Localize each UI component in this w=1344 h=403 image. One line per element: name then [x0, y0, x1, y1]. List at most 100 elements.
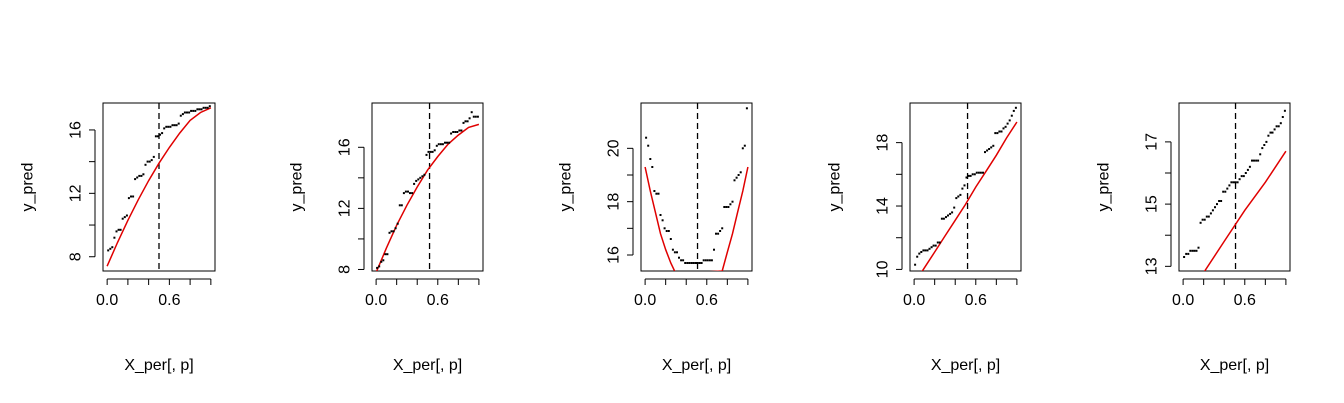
data-point: [733, 179, 736, 182]
data-point: [1267, 134, 1270, 137]
data-point: [967, 174, 970, 177]
x-tick-label: 0.6: [427, 292, 449, 309]
data-point: [1246, 168, 1249, 171]
data-point: [1259, 153, 1262, 156]
data-point: [186, 111, 188, 114]
data-point: [961, 187, 964, 190]
data-point: [107, 249, 110, 252]
data-point: [204, 106, 207, 109]
data-point: [959, 193, 962, 196]
data-point: [190, 109, 193, 112]
data-point: [1185, 252, 1188, 255]
data-point: [1277, 125, 1280, 128]
data-point: [470, 111, 473, 114]
data-point: [1191, 249, 1194, 252]
data-point: [949, 212, 952, 215]
data-point: [955, 197, 958, 200]
y-tick-label: 8: [68, 252, 85, 261]
plot-area: [914, 103, 1018, 271]
panel-4: 0.0 0.6 10 14 18 X_per[, p] y_pred: [827, 102, 1022, 374]
data-point: [649, 158, 652, 160]
data-point: [132, 195, 135, 198]
data-point: [719, 230, 722, 232]
data-point: [934, 244, 937, 247]
data-point: [165, 125, 168, 128]
data-point: [127, 197, 130, 200]
data-point: [975, 171, 978, 174]
data-point: [1000, 130, 1003, 133]
data-point: [657, 192, 660, 195]
x-tick-label: 0.0: [96, 292, 118, 309]
data-point: [192, 109, 195, 112]
data-point: [472, 115, 475, 118]
plot-frame: [909, 102, 1022, 272]
data-point: [667, 230, 670, 232]
data-point: [1281, 116, 1284, 118]
y-tick-label: 16: [337, 138, 354, 156]
data-point: [454, 131, 457, 133]
data-point: [444, 141, 446, 144]
data-point: [918, 252, 921, 255]
plot-frame: [640, 102, 753, 272]
plot-area: [106, 103, 212, 271]
data-point: [914, 263, 917, 266]
data-point: [404, 190, 407, 193]
data-point: [1012, 109, 1015, 112]
data-point: [448, 141, 451, 144]
fitted-curve: [1203, 150, 1287, 271]
data-point: [673, 251, 676, 254]
data-point: [1269, 131, 1272, 134]
data-point: [159, 133, 161, 136]
plot-area: [375, 103, 480, 271]
data-point: [1195, 249, 1198, 252]
data-point: [441, 143, 444, 146]
data-point: [676, 251, 678, 254]
data-point: [111, 246, 114, 249]
data-point: [1209, 212, 1212, 215]
data-point: [1275, 125, 1278, 128]
data-point: [737, 174, 740, 176]
x-axis-label: X_per[, p]: [124, 357, 193, 374]
data-point: [1234, 181, 1237, 184]
data-point: [144, 163, 147, 166]
y-tick-label: 14: [875, 197, 892, 215]
data-point: [982, 171, 984, 174]
data-point: [688, 262, 691, 264]
data-point: [988, 148, 991, 150]
data-point: [663, 227, 666, 230]
data-point: [458, 129, 461, 132]
data-point: [140, 174, 143, 177]
data-point: [1006, 122, 1009, 125]
panel-3: 0.0 0.6 16 18 20 X_per[, p] y_pred: [558, 102, 753, 374]
data-point: [717, 232, 720, 235]
data-point: [1226, 187, 1229, 190]
data-point: [743, 144, 746, 147]
data-point: [1263, 144, 1266, 146]
y-axis-label: y_pred: [1096, 163, 1113, 212]
data-point: [208, 105, 211, 108]
x-tick-label: 0.6: [1234, 292, 1256, 309]
data-point: [920, 251, 923, 253]
x-axis-label: X_per[, p]: [662, 357, 731, 374]
data-point: [655, 192, 658, 195]
data-point: [713, 248, 715, 251]
data-point: [429, 150, 432, 153]
data-point: [378, 265, 381, 268]
y-axis-label: y_pred: [289, 163, 306, 212]
data-point: [382, 259, 385, 262]
data-point: [1189, 249, 1192, 252]
data-point: [922, 249, 925, 252]
y-tick-label: 13: [1144, 257, 1161, 275]
data-point: [409, 192, 411, 195]
data-point: [142, 173, 145, 176]
data-point: [1207, 215, 1210, 218]
data-point: [163, 127, 166, 130]
data-point: [684, 262, 687, 264]
data-point: [452, 131, 455, 133]
data-point: [651, 166, 654, 168]
data-point: [1255, 159, 1258, 162]
data-point: [653, 190, 656, 192]
data-point: [945, 216, 947, 219]
x-tick-label: 0.6: [965, 292, 987, 309]
data-point: [152, 155, 155, 158]
